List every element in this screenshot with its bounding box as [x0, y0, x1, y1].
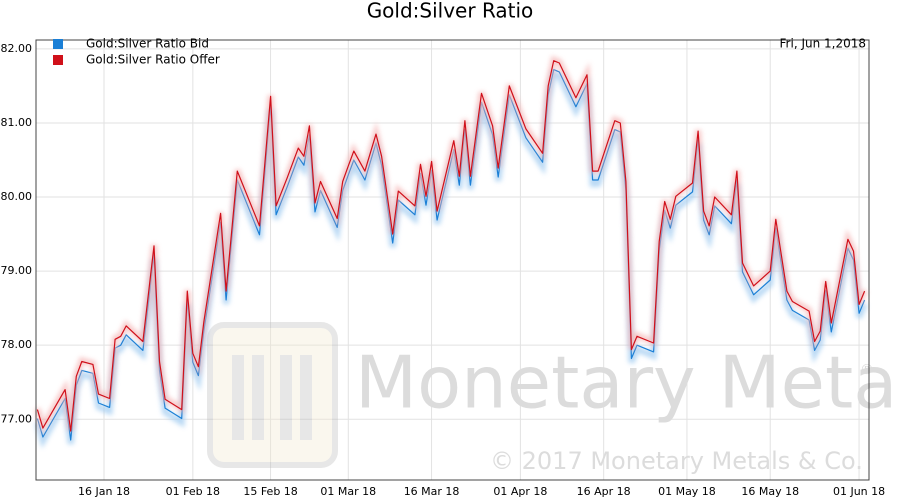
- y-tick-label: 79.00: [1, 264, 33, 277]
- plot-frame: [35, 39, 870, 481]
- x-tick-label: 16 Apr 18: [577, 485, 631, 498]
- x-tick-label: 01 Apr 18: [493, 485, 547, 498]
- x-tick-label: 01 Mar 18: [320, 485, 376, 498]
- x-tick-label: 01 Feb 18: [166, 485, 220, 498]
- y-tick-label: 78.00: [1, 338, 33, 351]
- series-line: [36, 60, 866, 432]
- y-tick-label: 80.00: [1, 190, 33, 203]
- legend-swatch: [53, 55, 63, 65]
- chart-title: Gold:Silver Ratio: [367, 0, 534, 23]
- x-tick-label: 16 May 18: [741, 485, 799, 498]
- watermark-mark: ®: [860, 362, 874, 378]
- x-tick-label: 01 May 18: [658, 485, 716, 498]
- y-tick-label: 81.00: [1, 116, 33, 129]
- x-tick-label: 15 Feb 18: [243, 485, 297, 498]
- legend-swatch: [53, 39, 63, 49]
- x-tick-label: 01 Jun 18: [833, 485, 885, 498]
- watermark-text: Monetary Metals: [355, 341, 900, 425]
- y-tick-label: 82.00: [1, 42, 33, 55]
- x-tick-label: 16 Jan 18: [78, 485, 130, 498]
- legend-label: Gold:Silver Ratio Bid: [86, 37, 209, 51]
- legend-label: Gold:Silver Ratio Offer: [86, 53, 220, 67]
- watermark-logo: [207, 322, 338, 468]
- y-tick-label: 77.00: [1, 412, 33, 425]
- copyright: © 2017 Monetary Metals & Co.: [490, 447, 863, 475]
- date-annotation: Fri, Jun 1,2018: [780, 37, 866, 51]
- x-tick-label: 16 Mar 18: [404, 485, 460, 498]
